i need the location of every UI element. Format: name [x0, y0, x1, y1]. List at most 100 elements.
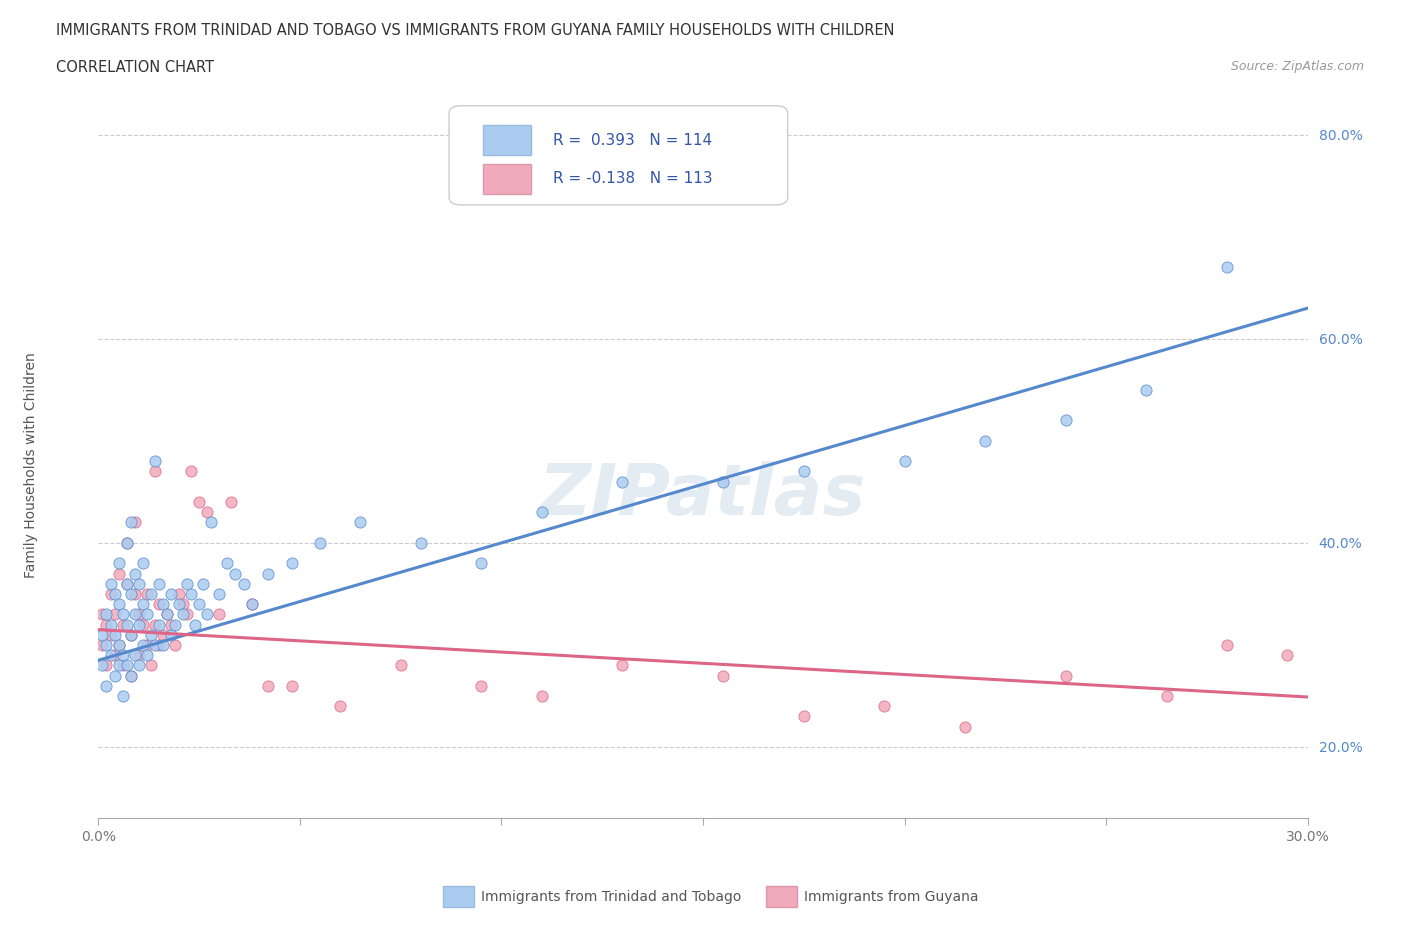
Point — [148, 577, 170, 591]
Point — [120, 668, 142, 683]
Point — [96, 618, 118, 632]
Point — [124, 647, 146, 662]
Point — [195, 505, 218, 520]
Point — [115, 536, 138, 551]
Point — [224, 566, 246, 581]
Point — [120, 515, 142, 530]
Point — [349, 515, 371, 530]
Point — [107, 556, 129, 571]
Point — [124, 607, 146, 622]
Point — [893, 454, 915, 469]
Point — [139, 658, 162, 672]
Point — [139, 628, 162, 643]
Point — [107, 658, 129, 672]
Point — [128, 658, 150, 672]
Point — [115, 536, 138, 551]
Point — [120, 668, 142, 683]
Text: Immigrants from Trinidad and Tobago: Immigrants from Trinidad and Tobago — [481, 889, 741, 904]
Point — [309, 536, 332, 551]
Point — [91, 628, 114, 643]
Point — [96, 678, 118, 693]
Point — [193, 577, 215, 591]
Point — [143, 454, 166, 469]
Point — [180, 587, 202, 602]
Point — [208, 587, 231, 602]
Point — [1156, 688, 1178, 703]
Point — [1216, 259, 1239, 275]
Point — [107, 597, 129, 612]
Point — [329, 698, 352, 713]
Point — [103, 628, 125, 643]
Bar — [482, 126, 531, 154]
Point — [132, 637, 155, 652]
Point — [156, 607, 179, 622]
Point — [1054, 413, 1077, 428]
Text: Family Households with Children: Family Households with Children — [24, 352, 38, 578]
Point — [128, 607, 150, 622]
Point — [176, 577, 198, 591]
Point — [152, 597, 174, 612]
Point — [132, 597, 155, 612]
Point — [281, 556, 304, 571]
Point — [115, 618, 138, 632]
Point — [91, 637, 114, 652]
Point — [1277, 647, 1299, 662]
Point — [530, 688, 553, 703]
Point — [152, 637, 174, 652]
Point — [111, 658, 134, 672]
Point — [711, 668, 734, 683]
Point — [128, 618, 150, 632]
Point — [148, 618, 170, 632]
Point — [184, 618, 207, 632]
Point — [115, 577, 138, 591]
Point — [148, 637, 170, 652]
Text: IMMIGRANTS FROM TRINIDAD AND TOBAGO VS IMMIGRANTS FROM GUYANA FAMILY HOUSEHOLDS : IMMIGRANTS FROM TRINIDAD AND TOBAGO VS I… — [56, 23, 894, 38]
Point — [132, 618, 155, 632]
Text: CORRELATION CHART: CORRELATION CHART — [56, 60, 214, 75]
Point — [167, 597, 190, 612]
Point — [188, 495, 211, 510]
Point — [128, 647, 150, 662]
Point — [530, 505, 553, 520]
Point — [612, 658, 634, 672]
Point — [873, 698, 896, 713]
Point — [195, 607, 218, 622]
Point — [115, 577, 138, 591]
Point — [96, 637, 118, 652]
Point — [103, 607, 125, 622]
Point — [120, 628, 142, 643]
Point — [135, 647, 157, 662]
Point — [793, 464, 815, 479]
Point — [135, 587, 157, 602]
Point — [100, 618, 122, 632]
Point — [124, 587, 146, 602]
Point — [240, 597, 263, 612]
Point — [120, 587, 142, 602]
Point — [256, 678, 278, 693]
Point — [91, 607, 114, 622]
Point — [1216, 637, 1239, 652]
Point — [240, 597, 263, 612]
Text: R = -0.138   N = 113: R = -0.138 N = 113 — [553, 171, 713, 187]
Point — [167, 587, 190, 602]
Point — [470, 678, 492, 693]
Point — [711, 474, 734, 489]
Point — [793, 709, 815, 724]
Point — [111, 647, 134, 662]
Point — [115, 658, 138, 672]
Point — [612, 474, 634, 489]
Point — [124, 515, 146, 530]
Point — [180, 464, 202, 479]
Point — [389, 658, 412, 672]
Point — [91, 658, 114, 672]
Point — [1054, 668, 1077, 683]
Point — [96, 607, 118, 622]
Point — [111, 688, 134, 703]
Point — [103, 668, 125, 683]
Point — [163, 637, 186, 652]
Text: ZIPatlas: ZIPatlas — [540, 460, 866, 529]
Bar — [482, 165, 531, 193]
Point — [103, 647, 125, 662]
Point — [409, 536, 432, 551]
Point — [107, 637, 129, 652]
